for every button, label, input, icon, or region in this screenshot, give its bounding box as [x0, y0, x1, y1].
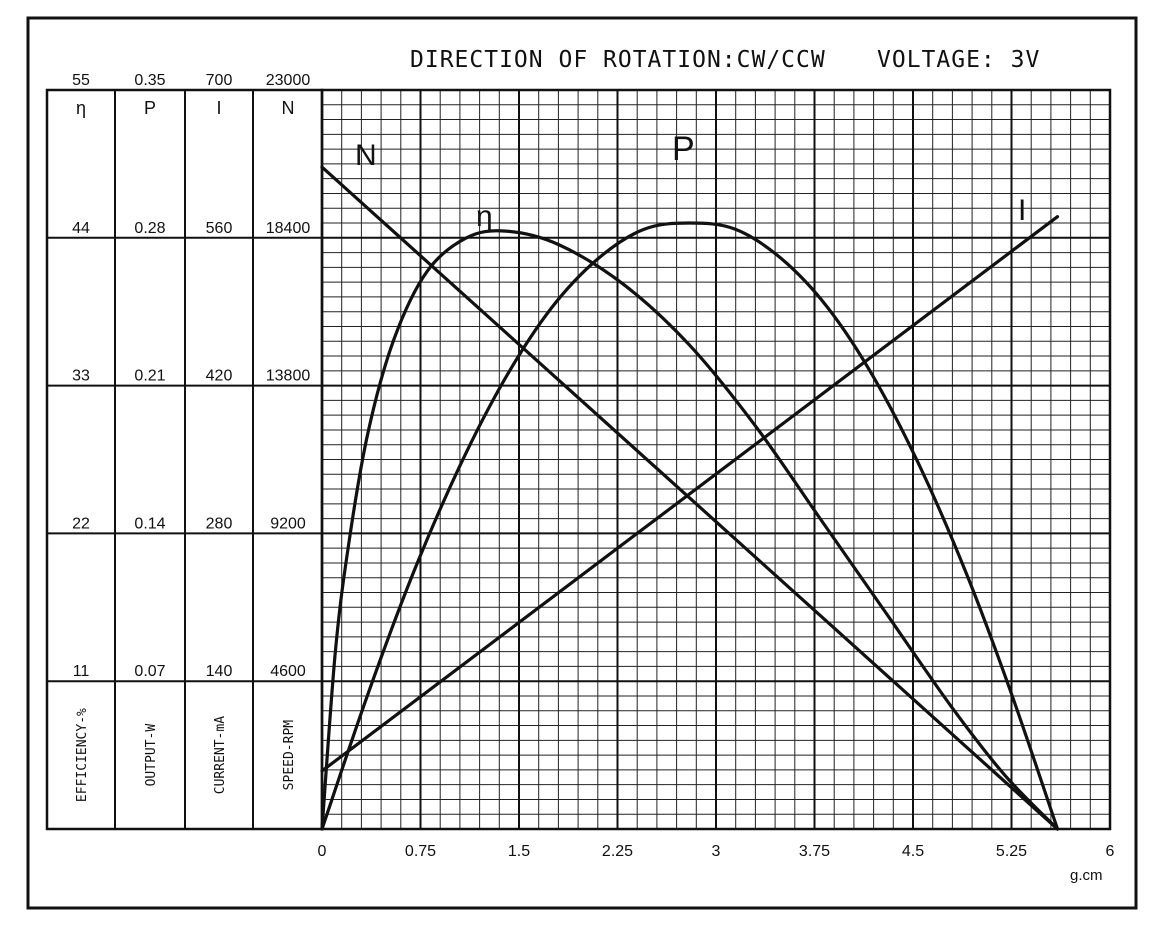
- tick-label-eff: 44: [72, 220, 90, 237]
- tick-label-out: 0.14: [134, 515, 165, 532]
- series-label-out: P: [672, 130, 695, 168]
- scale-symbol-cur: I: [216, 98, 221, 118]
- series-line-spd: [320, 165, 1060, 831]
- tick-label-spd: 13800: [266, 368, 311, 385]
- tick-label-eff: 33: [72, 368, 90, 385]
- scale-symbol-spd: N: [282, 98, 295, 118]
- tick-label-spd: 23000: [266, 72, 311, 89]
- labels: 0 0.75 1.5 2.25 3 3.75 4.5 5.25 6 N I Pη: [318, 130, 1115, 860]
- scale-label-spd: SPEED-RPM: [282, 720, 297, 791]
- tick-label-spd: 18400: [266, 220, 311, 237]
- tick-label-out: 0.07: [134, 663, 165, 680]
- series-label-spd: N: [355, 139, 377, 172]
- series-label-eff: η: [476, 200, 493, 233]
- tick-label-eff: 22: [72, 515, 90, 532]
- tick-label-cur: 140: [206, 663, 233, 680]
- tick-label-spd: 4600: [270, 663, 306, 680]
- x-tick-label: 6: [1106, 843, 1115, 860]
- tick-label-cur: 700: [206, 72, 233, 89]
- x-tick-label: 4.5: [902, 843, 924, 860]
- scale-label-eff: EFFICIENCY-%: [75, 708, 90, 802]
- x-tick-label: 2.25: [602, 843, 633, 860]
- tick-label-cur: 420: [206, 368, 233, 385]
- scale-symbol-out: P: [144, 98, 156, 118]
- x-tick-label: 5.25: [996, 843, 1027, 860]
- x-axis-label: g.cm: [1070, 867, 1103, 884]
- tick-label-cur: 560: [206, 220, 233, 237]
- x-tick-label: 3: [712, 843, 721, 860]
- series-line-cur: [320, 215, 1060, 773]
- tick-label-out: 0.28: [134, 220, 165, 237]
- tick-label-spd: 9200: [270, 515, 306, 532]
- chart-title: DIRECTION OF ROTATION:CW/CCW: [410, 47, 826, 73]
- chart-frame: [26, 16, 1138, 910]
- scale-label-cur: CURRENT-mA: [213, 716, 228, 794]
- tick-label-eff: 55: [72, 72, 90, 89]
- series-line-eff: [320, 229, 1060, 831]
- x-tick-label: 0: [318, 843, 327, 860]
- x-tick-label: 3.75: [799, 843, 830, 860]
- chart-subtitle: VOLTAGE: 3V: [877, 47, 1040, 73]
- tick-label-eff: 11: [73, 663, 90, 680]
- tick-label-out: 0.21: [134, 368, 165, 385]
- curves: [320, 165, 1060, 831]
- tick-label-out: 0.35: [134, 72, 165, 89]
- scale-table: η 11 22 33 44 55 EFFICIENCY-% P 0.07 0.14 0.21 0.28…: [45, 72, 324, 831]
- x-tick-label: 1.5: [508, 843, 530, 860]
- series-line-out: [320, 221, 1060, 831]
- tick-label-cur: 280: [206, 515, 233, 532]
- scale-label-out: OUTPUT-W: [144, 724, 159, 787]
- x-tick-label: 0.75: [405, 843, 436, 860]
- series-label-cur: I: [1018, 194, 1026, 227]
- scale-symbol-eff: η: [76, 98, 86, 118]
